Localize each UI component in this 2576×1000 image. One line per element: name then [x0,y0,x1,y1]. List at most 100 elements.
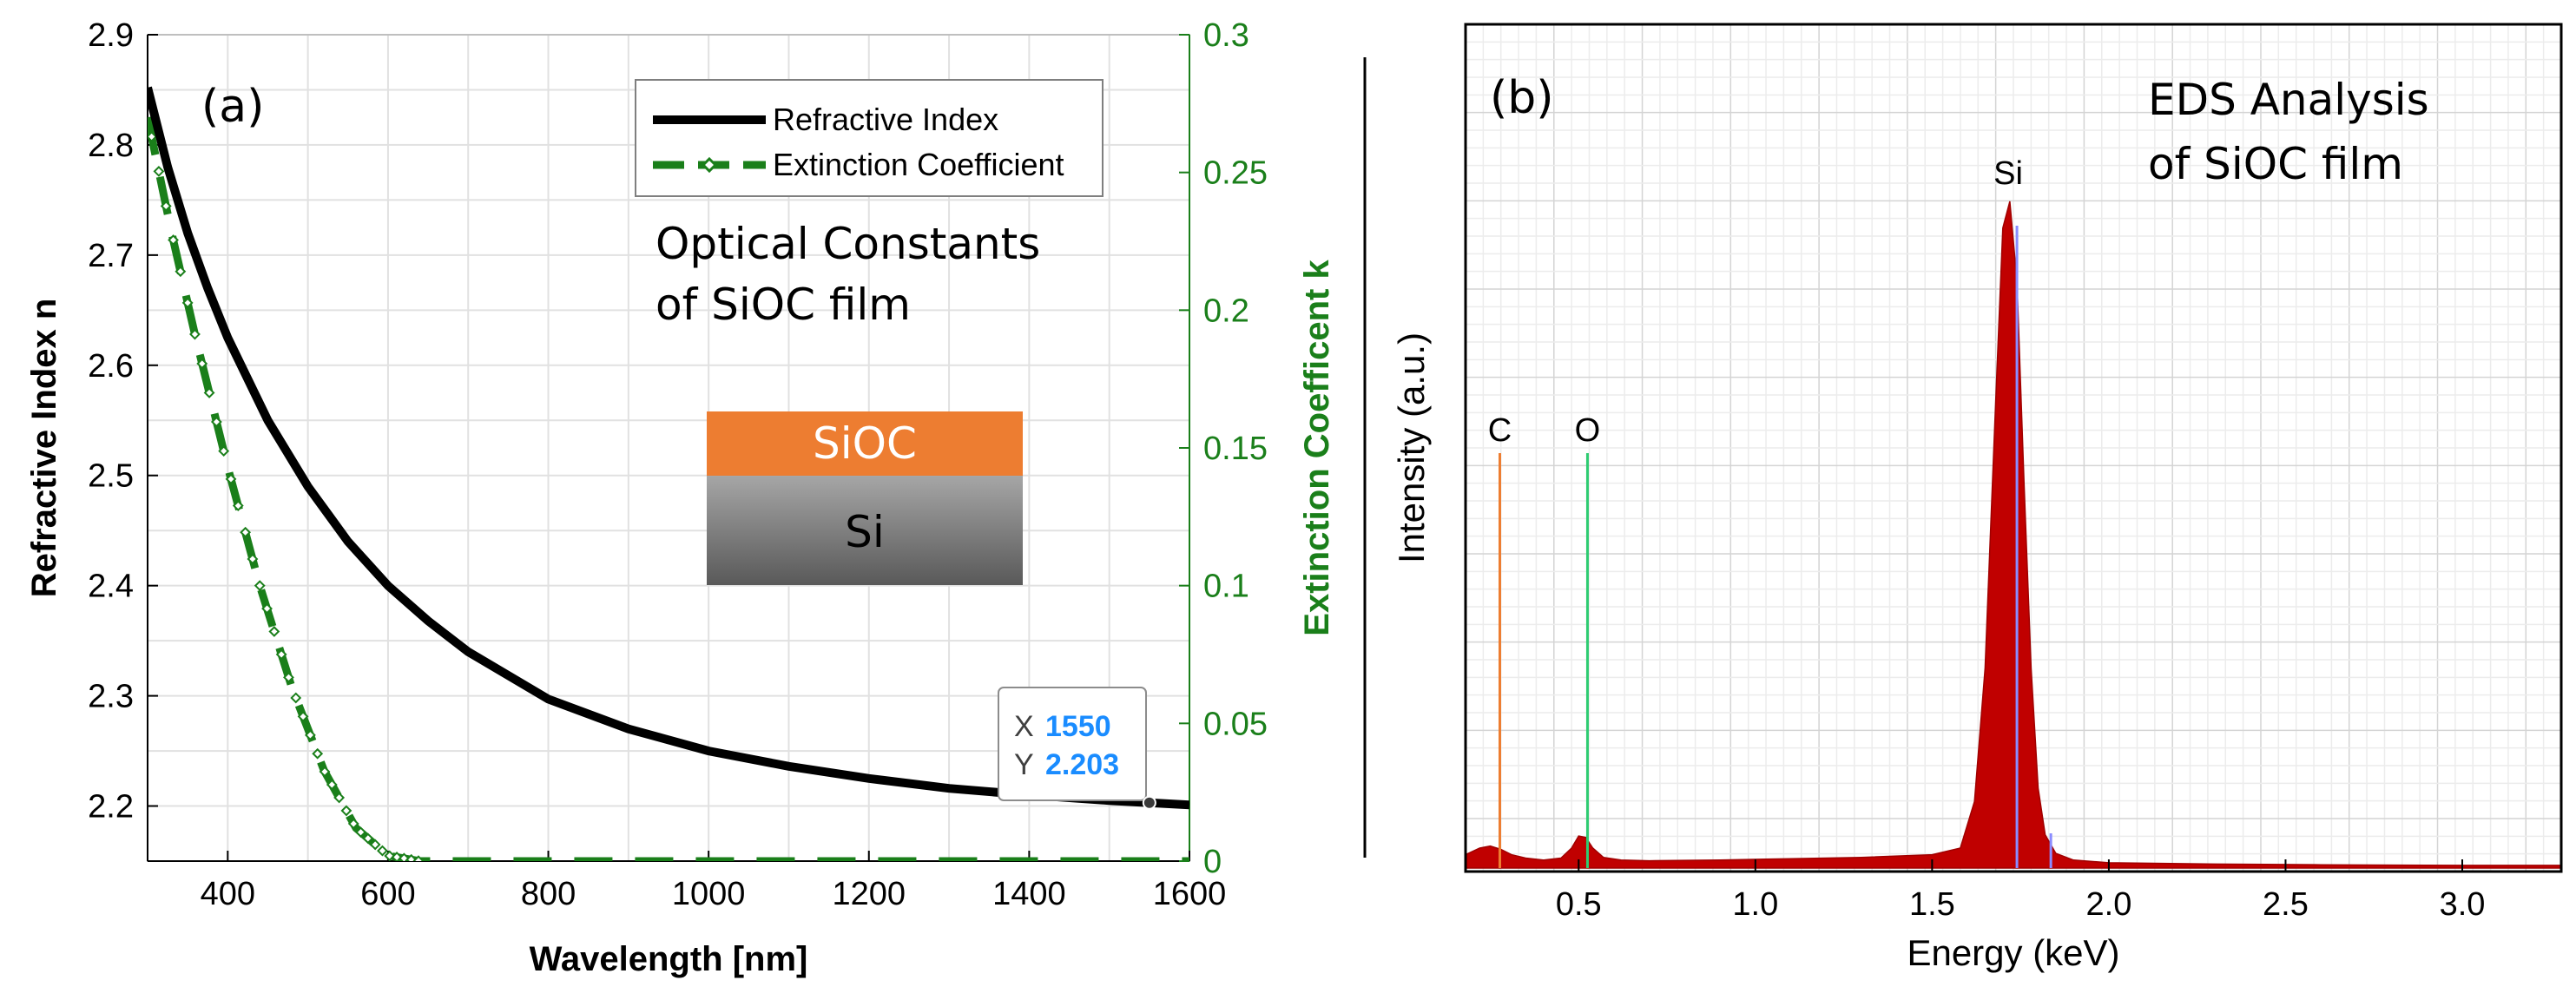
datatip-y-value: 2.203 [1045,748,1119,781]
legend-extinction-coefficient-marker [701,156,718,174]
y-tick-label: 2.3 [88,679,134,715]
legend-extinction-coefficient-label: Extinction Coefficient [773,147,1064,182]
extinction-coefficient-point [148,130,158,142]
panel-a-y-axis-title: Refractive Index n [25,299,63,598]
extinction-coefficient-point [196,358,208,370]
datatip-x-label: X [1014,710,1034,743]
y-tick-label: 2.6 [88,348,134,385]
si-substrate-label: Si [845,507,885,557]
extinction-coefficient-curve [148,116,1189,861]
extinction-coefficient-point [268,626,280,637]
extinction-coefficient-point [333,792,346,804]
y-tick-label: 2.2 [88,789,134,826]
extinction-coefficient-point [384,850,396,861]
panel-b-annotation-line1: EDS Analysis [2148,75,2429,125]
panel-b-x-ticks: 0.5 1.0 1.5 2.0 2.5 3.0 [1556,859,2485,923]
datatip-y-label: Y [1014,748,1034,781]
panel-b-x-axis-title: Energy (keV) [1907,932,2119,973]
x-tick-label: 1000 [672,876,746,912]
extinction-coefficient-point [189,328,201,340]
datatip-box [998,687,1147,801]
panel-a-y-ticks: 2.2 2.3 2.4 2.5 2.6 2.7 2.8 2.9 [88,17,158,826]
extinction-coefficient-point [283,671,294,683]
extinction-coefficient-point [240,526,252,538]
extinction-coefficient-point [369,839,381,851]
extinction-coefficient-point [261,602,273,615]
datatip[interactable]: X 1550 Y 2.203 [998,687,1156,810]
extinction-coefficient-point [275,648,287,661]
panel-a-chart: 400 600 800 1000 1200 1400 1600 2.22.32.42.52.… [25,17,1336,978]
si-substrate-layer [707,476,1023,585]
panel-b-chart: 0.5 1.0 1.5 2.0 2.5 3.0 C O Si (b) EDS Analys… [1391,23,2563,973]
datatip-marker[interactable] [1142,795,1156,810]
x-tick-label: 800 [521,876,576,912]
extinction-coefficient-point [218,445,230,457]
extinction-coefficient-point [232,500,244,511]
panel-a-annotation-line2: of SiOC film [656,280,911,330]
x-tick-label: 2.0 [2086,886,2132,923]
panel-a-label: (a) [201,81,264,133]
oxygen-peak-label: O [1575,412,1601,449]
layer-stack-diagram: SiOC Si [707,411,1023,585]
eds-spectrum [1466,201,2561,869]
x-tick-label: 1.0 [1732,886,1778,923]
y2-tick-label: 0.2 [1203,293,1249,329]
extinction-coefficient-point [247,553,259,565]
x-tick-label: 0.5 [1556,886,1602,923]
panel-a-y2-axis-title: Extinction Coefficent k [1298,260,1336,636]
extinction-coefficient-markers [148,130,425,861]
extinction-coefficient-point [290,692,302,704]
panel-a-x-axis-title: Wavelength [nm] [530,940,808,978]
y2-tick-label: 0.3 [1203,17,1249,54]
silicon-peak-label: Si [1993,155,2023,192]
y2-tick-label: 0.15 [1203,431,1268,467]
panel-b-y-axis-title: Intensity (a.u.) [1391,332,1432,563]
extinction-coefficient-point [347,818,359,830]
extinction-coefficient-point [181,297,194,309]
extinction-coefficient-point [319,766,331,778]
y-tick-label: 2.4 [88,569,134,605]
extinction-coefficient-point [312,747,324,760]
extinction-coefficient-point [326,779,338,791]
extinction-coefficient-point [168,234,179,246]
carbon-peak-label: C [1488,412,1512,449]
y-tick-label: 2.9 [88,17,134,54]
x-tick-label: 2.5 [2263,886,2309,923]
extinction-coefficient-point [304,729,316,741]
extinction-coefficient-point [355,826,366,839]
y2-tick-label: 0.25 [1203,155,1268,192]
x-tick-label: 600 [360,876,415,912]
y2-tick-label: 0 [1203,844,1222,880]
x-tick-label: 1.5 [1909,886,1955,923]
extinction-coefficient-point [225,473,237,485]
y-tick-label: 2.8 [88,128,134,164]
datatip-x-value: 1550 [1045,710,1111,743]
extinction-coefficient-point [160,200,172,212]
x-tick-label: 1200 [832,876,906,912]
panel-a-y2-ticks: 0 0.05 0.1 0.15 0.2 0.25 0.3 [1179,17,1268,880]
extinction-coefficient-point [175,266,187,278]
y2-tick-label: 0.05 [1203,706,1268,742]
panel-b-label: (b) [1490,72,1554,124]
siox-layer [707,411,1023,476]
legend-refractive-index-label: Refractive Index [773,102,998,137]
extinction-coefficient-point [405,853,418,861]
extinction-coefficient-point [210,416,222,428]
x-tick-label: 1400 [992,876,1066,912]
x-tick-label: 1600 [1153,876,1227,912]
x-tick-label: 400 [201,876,255,912]
extinction-coefficient-point [412,855,425,861]
y-tick-label: 2.5 [88,458,134,495]
panel-a-legend: Refractive Index Extinction Coefficient [635,79,1104,197]
panel-b-plot-frame [1464,23,2563,873]
extinction-coefficient-point [391,851,403,861]
y-tick-label: 2.7 [88,238,134,274]
extinction-coefficient-point [362,832,374,845]
panel-a-x-ticks: 400 600 800 1000 1200 1400 1600 [201,851,1227,912]
panel-b-annotation-line2: of SiOC film [2148,139,2403,189]
legend-box [635,79,1104,197]
y2-tick-label: 0.1 [1203,569,1249,605]
extinction-coefficient-point [153,165,165,177]
extinction-coefficient-point [203,387,215,398]
